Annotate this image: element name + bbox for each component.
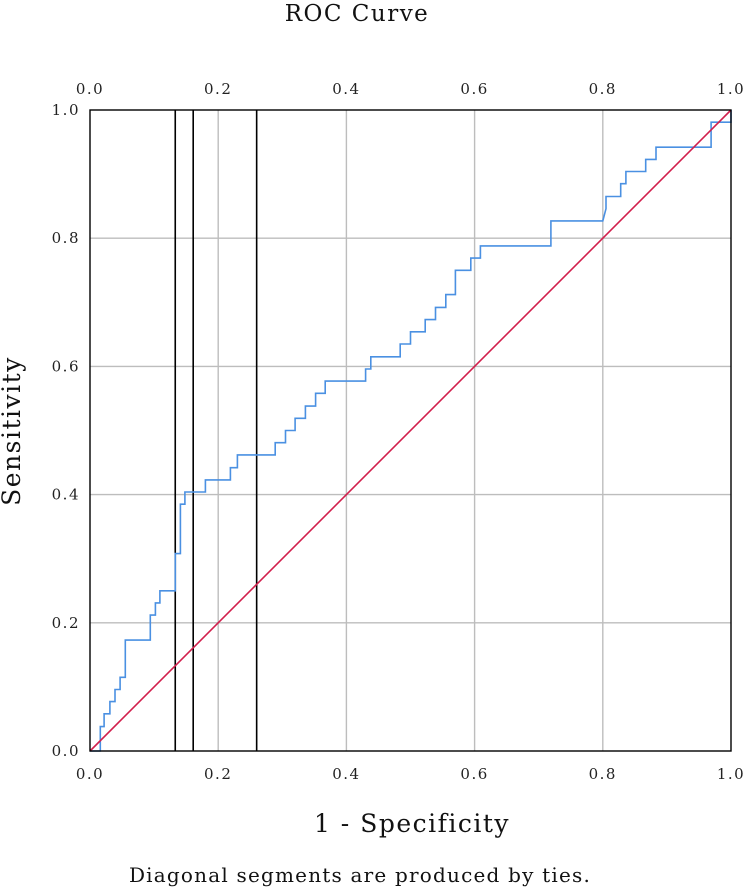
roc-curve [90, 110, 732, 752]
top-tick-label: 1.0 [717, 80, 744, 98]
cutoff-lines [174, 110, 258, 751]
y-tick-label: 0.4 [52, 486, 80, 504]
x-tick-label: 0.2 [204, 765, 232, 783]
y-tick-label: 1.0 [52, 101, 80, 119]
x-tick-label: 0.4 [332, 765, 360, 783]
y-tick-label: 0.2 [52, 614, 80, 632]
y-tick-label: 0.0 [52, 742, 80, 760]
y-axis: 0.0 0.2 0.4 0.6 0.8 1.0 [52, 101, 80, 760]
x-tick-label: 0.6 [460, 765, 488, 783]
y-axis-title: Sensitivity [0, 356, 26, 506]
x-tick-label: 0.0 [76, 765, 104, 783]
top-tick-label: 0.4 [332, 80, 360, 98]
reference-line [89, 109, 732, 752]
x-axis: 0.0 0.2 0.4 0.6 0.8 1.0 [76, 765, 744, 783]
y-tick-label: 0.6 [52, 357, 80, 375]
top-axis: 0.0 0.2 0.4 0.6 0.8 1.0 [76, 80, 744, 98]
series [89, 109, 732, 752]
footnote: Diagonal segments are produced by ties. [129, 863, 591, 887]
top-tick-label: 0.2 [204, 80, 232, 98]
top-tick-label: 0.0 [76, 80, 104, 98]
y-tick-label: 0.8 [52, 229, 80, 247]
plot-frame [89, 109, 732, 752]
x-tick-label: 0.8 [589, 765, 617, 783]
top-tick-label: 0.6 [460, 80, 488, 98]
x-tick-label: 1.0 [717, 765, 744, 783]
chart-title: ROC Curve [285, 1, 430, 27]
top-tick-label: 0.8 [589, 80, 617, 98]
x-axis-title: 1 - Specificity [314, 809, 510, 838]
grid [90, 110, 731, 751]
